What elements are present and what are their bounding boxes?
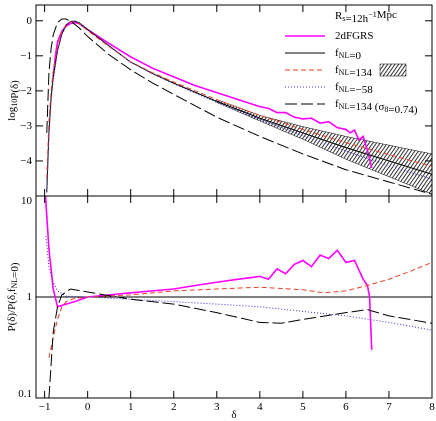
y-axis-label: log10P(δ) <box>6 80 21 121</box>
y-tick-label: 0 <box>27 14 33 26</box>
x-tick-label: −1 <box>39 401 51 413</box>
series-line <box>46 20 432 193</box>
legend-label: fNL=0 <box>335 47 362 62</box>
x-tick-label: 2 <box>171 401 177 413</box>
series-line <box>48 288 432 398</box>
legend-label: fNL=134 <box>335 64 373 79</box>
y-tick-label: −1 <box>20 49 32 61</box>
x-tick-label: 8 <box>429 401 435 413</box>
series-line <box>44 196 373 350</box>
x-tick-label: 4 <box>257 401 263 413</box>
series-line <box>45 236 432 331</box>
series-line <box>46 20 432 193</box>
series-line <box>48 261 432 358</box>
x-axis-label: δ <box>231 409 236 421</box>
x-tick-label: 3 <box>214 401 220 413</box>
x-tick-label: 6 <box>343 401 349 413</box>
x-tick-label: 7 <box>386 401 392 413</box>
x-tick-label: 0 <box>85 401 91 413</box>
error-band <box>216 99 432 195</box>
legend-label: 2dFGRS <box>335 30 374 42</box>
series-line <box>46 21 432 179</box>
y-tick-label: −3 <box>20 119 32 131</box>
y-tick-label: 0.1 <box>18 388 32 400</box>
annotation: Rs=12h−1Mpc <box>335 9 397 25</box>
y-axis-label: P(δ)/P(δ,fNL=0) <box>6 262 21 331</box>
legend-label: fNL=134 (σ8=0.74) <box>335 98 418 116</box>
band-swatch <box>379 63 407 77</box>
y-tick-label: −2 <box>20 84 32 96</box>
series-line <box>46 18 432 195</box>
y-tick-label: 1 <box>27 291 33 303</box>
y-tick-label: 10 <box>21 195 33 207</box>
series-line <box>52 21 373 169</box>
plot-area <box>36 196 432 398</box>
x-tick-label: 5 <box>300 401 306 413</box>
x-tick-label: 1 <box>128 401 134 413</box>
plot-area <box>46 18 432 195</box>
y-tick-label: −4 <box>20 154 32 166</box>
legend-label: fNL=−58 <box>335 81 373 96</box>
